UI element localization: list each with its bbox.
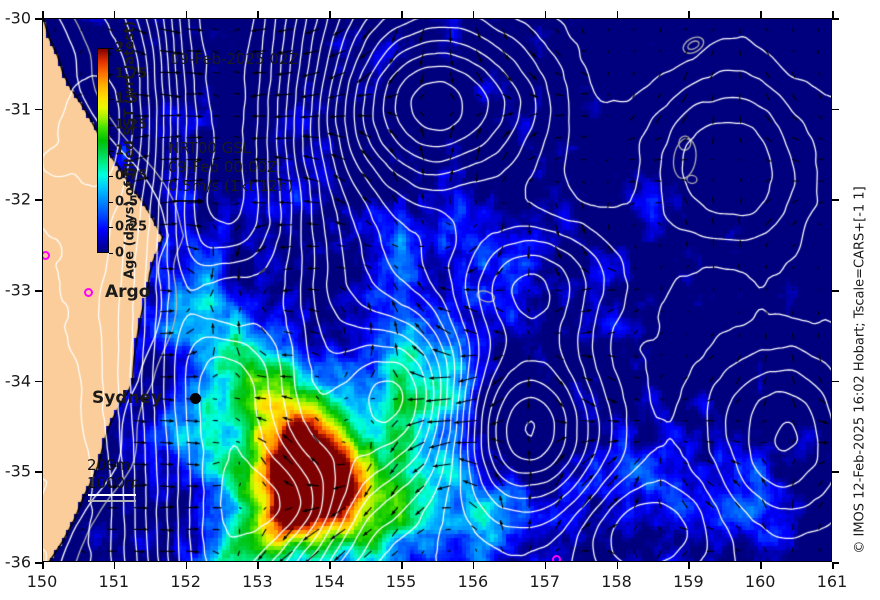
sydney-city-dot-icon [190,393,201,404]
x-axis-tick-top [544,11,547,18]
copyright-credit-label: © IMOS 12-Feb-2025 16:02 Hobart; Tscale=… [852,186,868,554]
argo-legend-marker-icon [84,288,93,297]
x-axis-tick [616,562,619,569]
y-axis-tick [35,108,42,111]
x-axis-tick-label: 158 [601,572,632,591]
y-axis-tick-label: -30 [4,8,31,28]
x-axis-tick-label: 152 [170,572,201,591]
y-axis-tick-right [832,199,839,201]
y-axis-tick [35,562,42,564]
y-axis-tick-right [832,562,839,564]
y-axis-tick-right [832,18,839,20]
y-axis-tick-right [832,380,839,383]
colorbar-tick-label: 0.75 [115,168,148,184]
bathymetry-200m-key-line [88,494,136,496]
map-plot-area[interactable]: 2 1.75 1.5 1.25 1 0.75 0.5 0.25 0 Age (days) of … [42,18,832,562]
x-axis-tick [42,562,44,569]
x-axis-tick [257,562,259,569]
x-axis-tick-label: 154 [313,572,345,591]
model-name-label: NRT00 GSL [168,139,252,157]
colorbar-tick [109,201,113,203]
date-stamp-label: 09-Feb-2025 02Z [170,50,299,68]
bathymetry-1000m-label: 1000m [87,474,140,492]
y-axis-tick [35,290,42,292]
colorbar-tick [109,99,113,101]
colorbar-tick-label: 0.25 [115,219,148,235]
x-axis-tick-top [760,11,762,18]
colorbar-tick-label: 1.25 [115,117,148,133]
colorbar-tick [109,48,113,49]
vector-scale-label: 0.5m/s (1kt 12h) [168,177,294,195]
bathymetry-1000m-key-line [88,500,136,502]
colorbar-tick [109,150,113,152]
x-axis-tick [760,562,762,569]
colorbar-tick-label: 1 [115,143,125,158]
colorbar-gradient [97,48,109,253]
colorbar-tick-label: 2 [115,40,125,56]
x-axis-tick-label: 161 [816,572,848,591]
colorbar-tick-label: 1.5 [115,91,139,107]
model-info-block: NRT00 GSL 09-Feb 00:00Z 0.5m/s (1kt 12h) [168,139,293,196]
colorbar-tick [109,227,113,229]
y-axis-tick [35,18,42,20]
y-axis-tick-label: -35 [4,461,31,481]
x-axis-tick [185,562,188,569]
y-axis-tick-label: -36 [4,552,31,572]
colorbar-tick-label: 0.5 [115,194,139,210]
colorbar-tick [109,253,113,254]
x-axis-tick-label: 155 [385,572,417,591]
x-axis-tick-label: 153 [242,572,273,591]
x-axis-tick-top [616,11,619,18]
argo-float-marker [551,554,561,562]
x-axis-tick-label: 160 [744,572,776,591]
x-axis-tick [688,562,690,569]
y-axis-tick-right [832,471,839,473]
colorbar-tick [109,176,113,178]
y-axis-tick-label: -33 [4,280,31,300]
x-axis-tick-label: 151 [98,572,130,591]
y-axis-tick-right [832,108,839,111]
x-axis-tick [113,562,116,569]
x-axis-tick-label: 150 [26,572,58,591]
colorbar-title: Age (days) of filled SST (wrt latest) [122,20,138,280]
colorbar-tick [109,73,113,75]
x-axis-tick-top [113,11,116,18]
x-axis-tick-top [472,11,475,18]
x-axis-tick-top [401,11,403,18]
x-axis-tick-top [832,11,834,18]
x-axis-tick [329,562,331,569]
x-axis-tick [832,562,834,569]
y-axis-tick-label: -34 [4,371,31,391]
bathymetry-200m-label: 200m [87,456,131,474]
sydney-city-label: Sydney [92,388,163,408]
x-axis-tick-label: 157 [529,572,560,591]
y-axis-tick-right [832,290,839,292]
x-axis-tick [544,562,547,569]
vector-scale-arrow-icon [174,198,204,204]
x-axis-tick [472,562,475,569]
velocity-vector-arrows [42,18,832,562]
x-axis-tick-top [688,11,690,18]
y-axis-tick [35,380,42,383]
y-axis-tick [35,471,42,473]
x-axis-tick-label: 159 [673,572,704,591]
y-axis-tick [35,199,42,201]
x-axis-tick-label: 156 [457,572,489,591]
x-axis-tick-top [42,11,44,18]
model-time-label: 09-Feb 00:00Z [168,158,278,176]
argo-legend-label: Argo [105,282,151,302]
x-axis-tick-top [185,11,188,18]
y-axis-tick-label: -32 [4,189,31,209]
colorbar-tick-label: 0 [115,245,125,261]
x-axis-tick [401,562,403,569]
y-axis-tick-label: -31 [4,99,31,119]
colorbar-tick-label: 1.75 [115,66,148,82]
colorbar-tick [109,124,113,126]
x-axis-tick-top [329,11,331,18]
x-axis-tick-top [257,11,259,18]
